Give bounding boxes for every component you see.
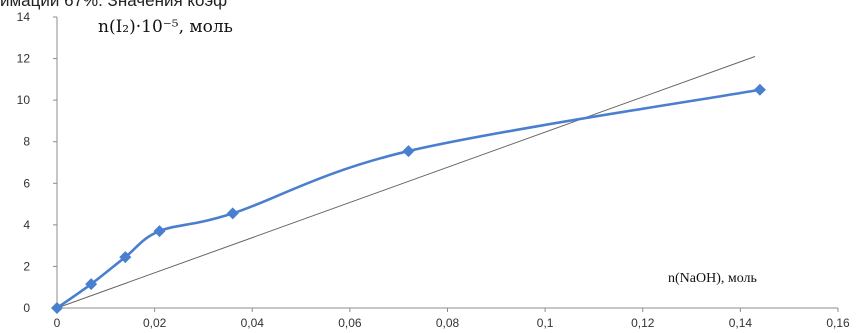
x-tick-label: 0,02 (143, 316, 167, 330)
cropped-header-text: имации 67%. Значения коэф (0, 0, 228, 10)
data-point (402, 145, 415, 158)
y-tick-label: 12 (17, 52, 31, 66)
y-tick-label: 6 (23, 176, 30, 190)
data-point (51, 302, 63, 314)
data-point (753, 83, 766, 96)
x-tick-label: 0,16 (826, 316, 850, 330)
x-axis-label: n(NaOH), моль (668, 271, 757, 286)
tick-labels: 0 2 4 6 8 10 12 14 0 0,02 0,04 0,06 0,08 0,1 0,12 0,14 0… (17, 10, 850, 330)
x-tick-label: 0,06 (338, 316, 362, 330)
y-tick-label: 14 (17, 10, 31, 24)
x-tick-label: 0 (54, 316, 61, 330)
y-tick-label: 8 (23, 135, 30, 149)
data-point (153, 225, 166, 238)
data-series-line (56, 88, 761, 310)
series-layer (51, 56, 766, 314)
x-tick-label: 0,12 (631, 316, 655, 330)
y-tick-label: 0 (23, 301, 30, 315)
reference-line (56, 56, 756, 309)
x-tick-label: 0,04 (241, 316, 265, 330)
data-point (85, 278, 98, 291)
axes (53, 16, 839, 312)
y-tick-label: 10 (17, 93, 31, 107)
y-tick-label: 2 (23, 259, 30, 273)
x-tick-label: 0,14 (729, 316, 753, 330)
data-point (119, 251, 132, 264)
x-tick-label: 0,1 (537, 316, 554, 330)
y-tick-label: 4 (23, 218, 30, 232)
y-axis-label: n(I₂)·10⁻⁵, моль (98, 17, 233, 37)
data-point (226, 207, 239, 220)
x-tick-label: 0,08 (436, 316, 460, 330)
